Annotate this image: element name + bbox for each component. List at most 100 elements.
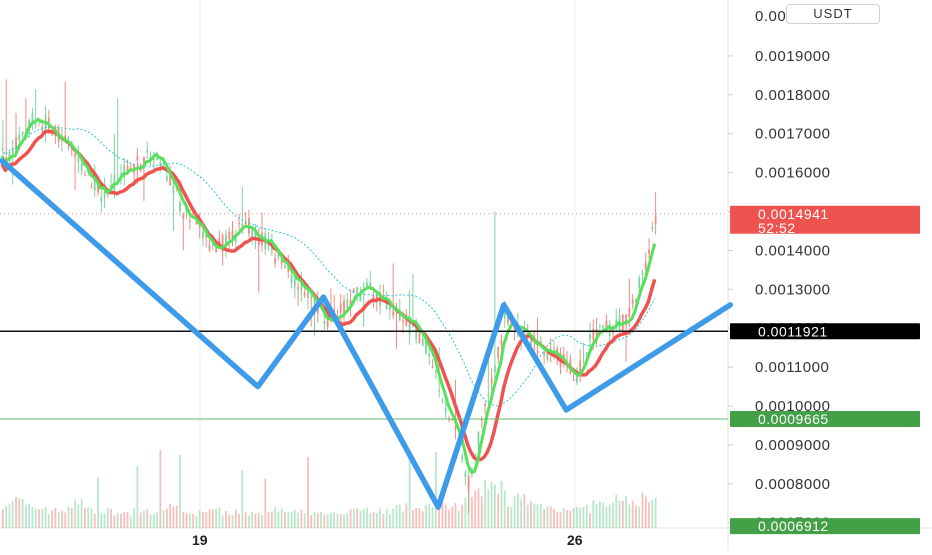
candle-body [500, 340, 503, 345]
candle-body [398, 309, 401, 321]
volume-bar [589, 513, 591, 528]
volume-bar [395, 504, 398, 528]
volume-bar [644, 496, 647, 528]
volume-bar [241, 469, 244, 528]
support-low-tag-label: 0.0006912 [758, 518, 829, 534]
candle-body [375, 293, 378, 301]
volume-bar [34, 509, 37, 528]
volume-bar [618, 500, 621, 528]
volume-bar [166, 508, 168, 528]
volume-bar [487, 489, 490, 528]
volume-bar [362, 508, 365, 528]
candle-body [274, 257, 277, 264]
volume-bar [382, 514, 385, 528]
volume-bar [539, 503, 542, 528]
volume-bar [51, 510, 53, 528]
volume-bar [641, 492, 644, 528]
candle-body [326, 314, 329, 327]
volume-bar [638, 506, 641, 528]
volume-bar [412, 510, 414, 528]
volume-bar [457, 510, 460, 528]
volume-bar [110, 508, 113, 528]
candle-body [441, 400, 444, 402]
volume-bar [54, 507, 57, 528]
candle-body [487, 394, 490, 396]
candle-body [182, 214, 185, 220]
candle-body [93, 175, 96, 191]
candle-body [635, 298, 637, 303]
volume-bar [339, 514, 342, 528]
candle-body [641, 272, 644, 275]
candle-body [61, 138, 63, 142]
support-tag-bg [730, 411, 920, 428]
volume-bar [300, 509, 303, 528]
candle-body [654, 216, 657, 225]
volume-bar [385, 508, 388, 528]
volume-bar [648, 502, 650, 528]
volume-bar [579, 507, 582, 528]
candle-body [113, 174, 116, 190]
candle-body [349, 299, 352, 306]
volume-bar [500, 480, 503, 528]
volume-bar [582, 507, 585, 528]
candle-body [24, 128, 27, 130]
candle-body [467, 476, 470, 490]
volume-bar [520, 499, 523, 528]
volume-bar [326, 514, 329, 528]
candle-body [576, 373, 578, 383]
currency-selector[interactable]: USDT [786, 4, 880, 24]
volume-bar [159, 449, 162, 528]
volume-bar [290, 511, 293, 528]
volume-bar [18, 498, 21, 528]
candle-body [244, 222, 247, 225]
volume-bar [562, 508, 565, 528]
volume-bar [61, 510, 63, 528]
candle-body [444, 407, 447, 412]
candle-body [297, 287, 299, 290]
volume-bar [156, 512, 158, 528]
volume-bar [287, 512, 290, 528]
volume-bar [592, 500, 595, 528]
y-tick-label: 0.0017000 [755, 126, 830, 143]
volume-bar [497, 493, 500, 528]
candle-body [84, 175, 86, 177]
volume-bar [28, 503, 31, 528]
volume-bar [77, 504, 80, 528]
volume-bar [513, 496, 516, 528]
candle-body [434, 371, 437, 373]
volume-bar [494, 484, 496, 528]
volume-bar [553, 508, 555, 528]
candle-body [553, 348, 555, 350]
candle-body [625, 314, 627, 326]
volume-bar [24, 504, 27, 528]
volume-bar [336, 513, 339, 528]
volume-bar [248, 516, 250, 528]
resistance-tag-bg [730, 323, 920, 340]
volume-bar [343, 514, 345, 528]
volume-bar [280, 508, 283, 528]
candle-body [8, 152, 11, 161]
ema-slow-line [0, 129, 657, 462]
volume-bar [284, 511, 286, 528]
volume-bar [293, 509, 296, 528]
volume-bar [67, 506, 70, 528]
volume-bar [408, 454, 411, 528]
candle-body [215, 245, 217, 253]
volume-bar [428, 503, 431, 528]
candle-body [254, 232, 257, 240]
volume-bar [333, 512, 336, 528]
volume-bar [70, 508, 73, 528]
candle-body [408, 315, 411, 335]
volume-bar [198, 510, 201, 528]
candle-body [418, 328, 421, 343]
sma-line [1, 126, 656, 407]
volume-bar [402, 511, 404, 528]
volume-bar [257, 513, 260, 528]
y-tick-label: 0.0010000 [755, 398, 830, 415]
candle-body [631, 299, 634, 304]
volume-bar [244, 512, 247, 528]
volume-bar [359, 510, 362, 528]
volume-bar [369, 512, 372, 528]
